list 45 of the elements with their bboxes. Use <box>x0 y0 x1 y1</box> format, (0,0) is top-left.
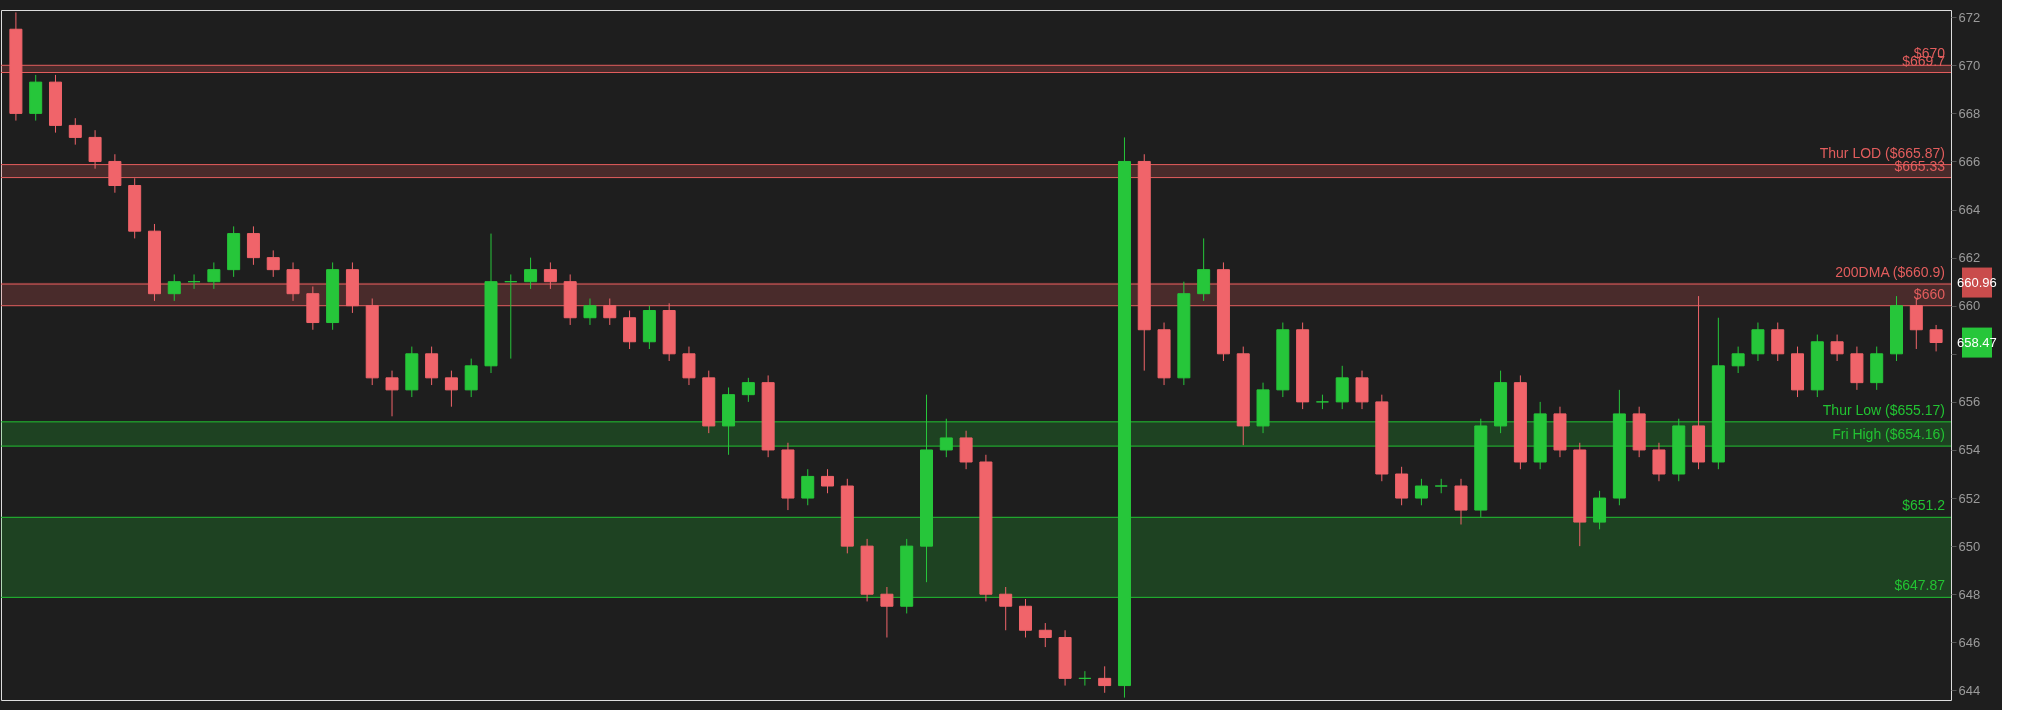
candlestick <box>1098 665 1112 694</box>
ref-line-label: $660 <box>1913 285 1946 302</box>
candlestick <box>68 117 82 146</box>
candlestick <box>444 370 458 408</box>
candlestick <box>504 273 518 360</box>
candlestick <box>167 273 181 302</box>
y-tick-label: 662 <box>1958 250 1981 266</box>
y-tick-label: 654 <box>1958 442 1981 458</box>
ref-line-label: Fri High ($654.16) <box>1832 426 1945 443</box>
y-tick-label: 644 <box>1958 682 1981 698</box>
y-tick-label: 668 <box>1958 105 1981 121</box>
candlestick <box>187 273 201 290</box>
candlestick <box>207 261 221 290</box>
candlestick <box>1078 670 1092 687</box>
y-tick-label: 650 <box>1958 538 1981 554</box>
y-tick-label: 646 <box>1958 634 1981 650</box>
candlestick <box>1038 622 1052 648</box>
y-tick-label: 664 <box>1958 202 1981 218</box>
candlestick <box>741 377 755 403</box>
candlestick <box>583 298 597 326</box>
ref-line-label: $647.87 <box>1894 577 1946 594</box>
candlestick <box>1414 478 1428 506</box>
y-tick-label: 666 <box>1958 153 1981 169</box>
candlestick <box>266 249 280 278</box>
candlestick <box>1929 324 1943 352</box>
candlestick <box>524 257 538 290</box>
y-tick-label: 652 <box>1958 490 1981 506</box>
candlestick <box>821 468 835 494</box>
ref-line-label: $651.2 <box>1902 497 1946 514</box>
y-tick-label: 672 <box>1958 9 1981 25</box>
candlestick <box>880 586 894 638</box>
ref-line-label: Thur LOD ($665.87) <box>1819 144 1945 161</box>
candlestick <box>385 370 399 417</box>
candlestick <box>1731 346 1745 374</box>
ref-line-label: Thur Low ($655.17) <box>1822 401 1945 418</box>
candlestick <box>603 298 617 326</box>
y-tick-label: 656 <box>1958 394 1981 410</box>
candlestick <box>801 468 815 506</box>
y-tick-label: 648 <box>1958 586 1981 602</box>
y-tick-label: 670 <box>1958 57 1981 73</box>
ref-line-label: 200DMA ($660.9) <box>1835 264 1945 281</box>
candlestick <box>999 586 1013 631</box>
y-tick-label: 660 <box>1958 298 1981 314</box>
candlestick <box>1830 334 1844 362</box>
candlestick <box>543 261 557 290</box>
